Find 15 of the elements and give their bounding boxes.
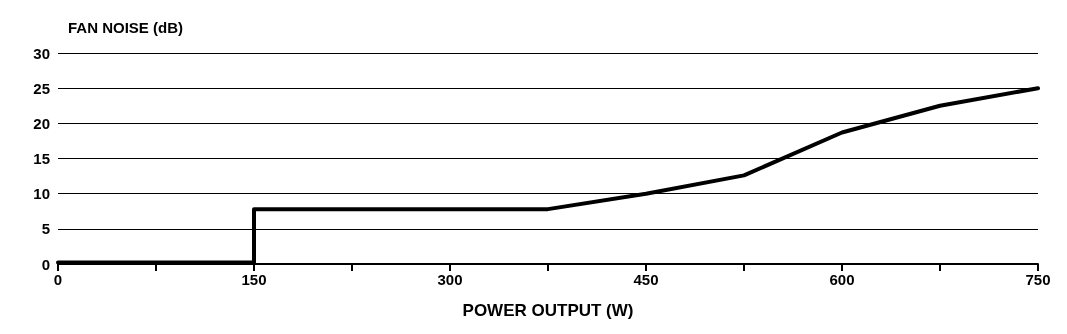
- x-axis-title: POWER OUTPUT (W): [462, 301, 634, 320]
- x-tick-label: 450: [633, 271, 659, 288]
- y-tick-label: 5: [41, 220, 50, 238]
- x-tick-label: 600: [829, 271, 855, 288]
- x-tick-label: 0: [53, 271, 63, 288]
- y-tick-label: 30: [33, 44, 50, 62]
- x-tick-label: 300: [437, 271, 463, 288]
- y-tick-label: 0: [41, 255, 50, 273]
- x-tick-label: 150: [241, 271, 267, 288]
- y-axis-title: FAN NOISE (dB): [68, 19, 183, 36]
- x-tick-label: 750: [1025, 271, 1051, 288]
- y-tick-label: 25: [33, 79, 50, 97]
- y-tick-label: 10: [33, 185, 50, 203]
- y-tick-label: 15: [33, 150, 50, 167]
- y-tick-label: 20: [33, 114, 50, 132]
